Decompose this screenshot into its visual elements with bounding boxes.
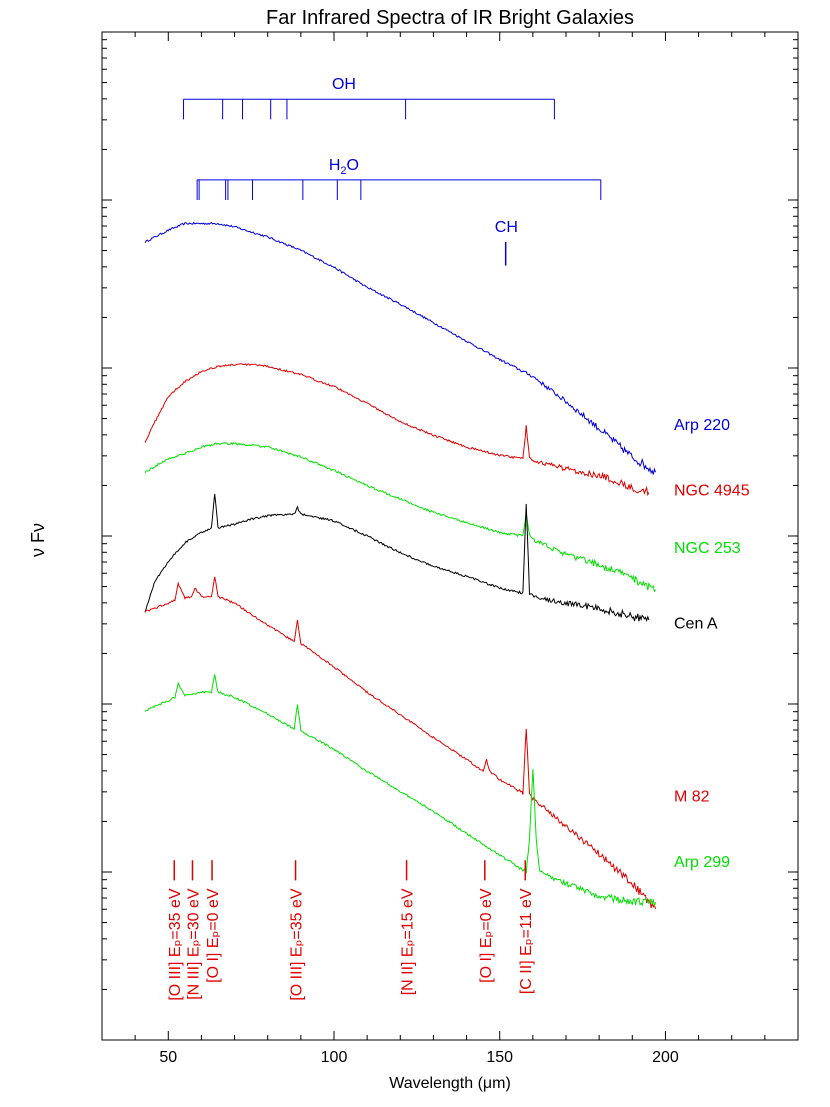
ionic-label: [O III] Eₚ=35 eV [289, 888, 306, 1001]
x-tick-label: 100 [321, 1049, 348, 1066]
series-label: M 82 [674, 788, 710, 805]
molecular-line-markers: OH H2O CH [183, 76, 602, 266]
ionic-label: [N III] Eₚ=30 eV [185, 888, 202, 1000]
ionic-line-markers: [O III] Eₚ=35 eV [N III] Eₚ=30 eV [O I] Eₚ… [167, 860, 535, 1001]
series-line-m-82 [144, 576, 656, 910]
y-axis-label: ν Fν [28, 523, 48, 557]
series-line-arp-220 [144, 221, 656, 475]
ionic-label: [O III] Eₚ=35 eV [167, 888, 184, 1001]
x-axis-ticks: 50 100 150 200 [101, 32, 799, 1066]
series-label: Arp 220 [674, 417, 730, 434]
molecular-label: H2O [329, 157, 359, 177]
chart-title: Far Infrared Spectra of IR Bright Galaxi… [266, 7, 634, 29]
x-tick-label: 150 [486, 1049, 513, 1066]
x-axis-label: Wavelength (μm) [389, 1075, 511, 1092]
ionic-label: [C II] Eₚ=11 eV [518, 888, 535, 994]
series-label: NGC 4945 [674, 483, 750, 500]
y-axis-ticks [102, 39, 798, 1041]
ionic-label: [N II] Eₚ=15 eV [400, 888, 417, 995]
molecular-label: CH [495, 219, 518, 236]
x-tick-label: 200 [652, 1049, 679, 1066]
series-line-ngc-253 [144, 441, 656, 593]
series-label: Arp 299 [674, 854, 730, 871]
ionic-label: [O I] Eₚ=0 eV [205, 888, 222, 983]
spectra-series [144, 221, 656, 910]
molecular-label: OH [332, 76, 356, 93]
series-label: Cen A [674, 615, 718, 632]
series-labels: Arp 220 NGC 4945 NGC 253 Cen A M 82 Arp 299 [674, 417, 750, 871]
x-tick-label: 50 [159, 1049, 177, 1066]
series-line-ngc-4945 [144, 363, 650, 497]
series-label: NGC 253 [674, 540, 741, 557]
series-line-arp-299 [144, 674, 656, 907]
series-line-cen-a [144, 493, 650, 623]
ionic-label: [O I] Eₚ=0 eV [478, 888, 495, 983]
